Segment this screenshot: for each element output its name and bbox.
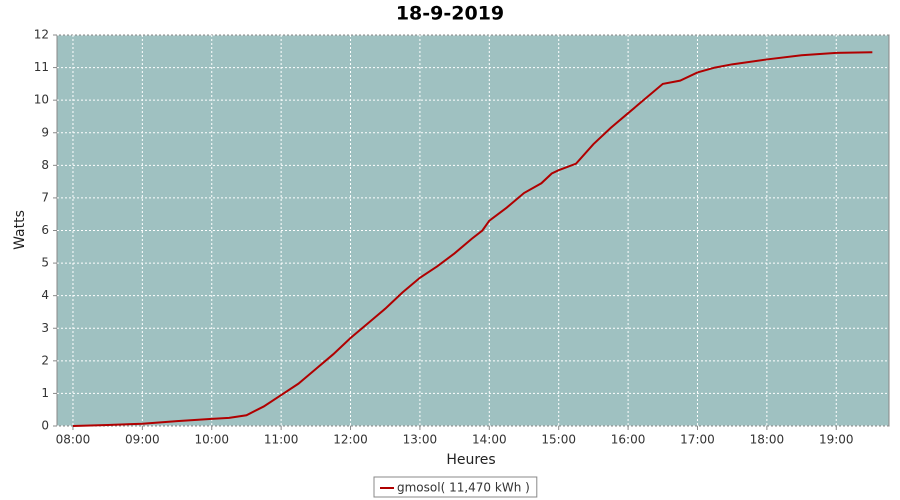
y-tick-label: 8 — [41, 158, 49, 172]
x-tick-label: 12:00 — [333, 433, 368, 447]
legend: gmosol( 11,470 kWh ) — [373, 476, 538, 498]
x-tick-label: 09:00 — [125, 433, 160, 447]
y-tick-label: 1 — [41, 386, 49, 400]
y-tick-label: 0 — [41, 419, 49, 433]
y-tick-label: 3 — [41, 321, 49, 335]
y-tick-label: 7 — [41, 190, 49, 204]
y-tick-label: 12 — [34, 28, 49, 42]
y-tick-label: 4 — [41, 288, 49, 302]
x-tick-label: 08:00 — [56, 433, 91, 447]
x-tick-label: 11:00 — [264, 433, 299, 447]
x-tick-label: 19:00 — [819, 433, 854, 447]
x-tick-label: 17:00 — [680, 433, 715, 447]
y-tick-label: 6 — [41, 223, 49, 237]
x-tick-label: 16:00 — [611, 433, 646, 447]
y-tick-label: 11 — [34, 60, 49, 74]
y-tick-label: 2 — [41, 353, 49, 367]
y-tick-label: 9 — [41, 125, 49, 139]
x-tick-label: 15:00 — [541, 433, 576, 447]
y-tick-label: 5 — [41, 256, 49, 270]
legend-box — [373, 476, 538, 498]
x-axis-label: Heures — [446, 452, 495, 468]
y-axis-label: Watts — [12, 210, 28, 250]
chart-title: 18-9-2019 — [396, 3, 504, 25]
x-tick-label: 14:00 — [472, 433, 507, 447]
x-tick-label: 13:00 — [403, 433, 438, 447]
y-tick-label: 10 — [34, 93, 49, 107]
legend-label: gmosol( 11,470 kWh ) — [397, 481, 530, 495]
line — [72, 51, 873, 427]
x-tick-label: 10:00 — [194, 433, 229, 447]
x-tick-label: 18:00 — [750, 433, 785, 447]
